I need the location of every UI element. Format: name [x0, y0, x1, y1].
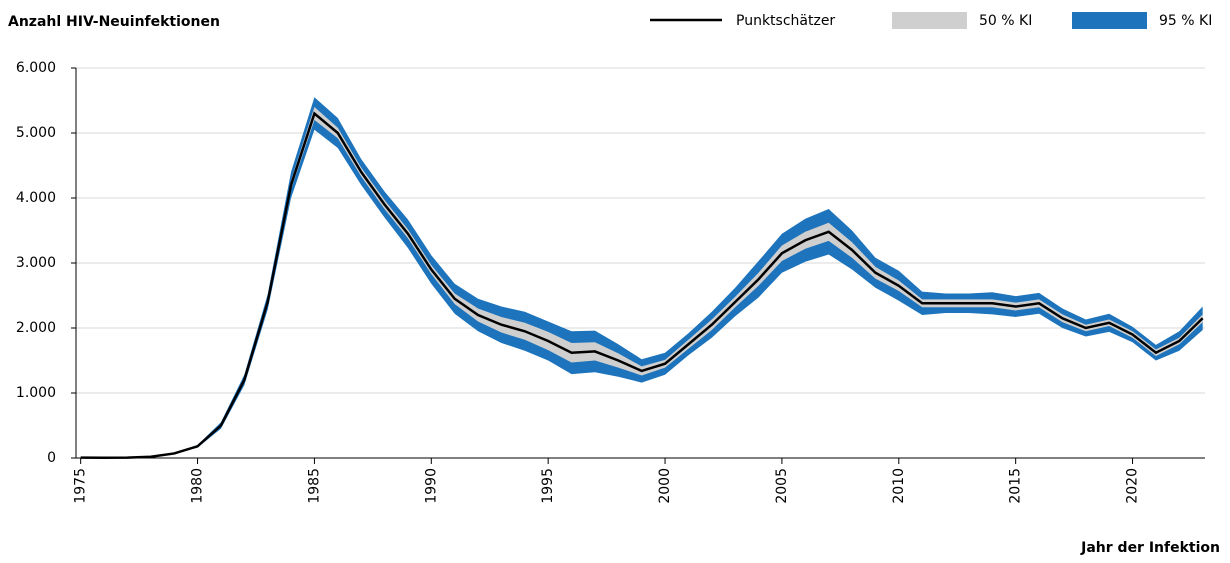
chart-title: Anzahl HIV-Neuinfektionen	[8, 14, 220, 30]
x-tick-label: 1975	[73, 468, 89, 504]
legend-swatch	[1072, 12, 1147, 29]
legend-label: Punktschätzer	[736, 13, 835, 29]
x-tick-label: 1995	[540, 468, 556, 504]
x-tick-label: 2010	[891, 468, 907, 504]
x-tick-label: 2005	[774, 468, 790, 504]
line	[80, 111, 1204, 460]
x-tick-label: 2015	[1008, 468, 1024, 504]
y-tick-label: 4.000	[16, 190, 56, 206]
y-tick-label: 3.000	[16, 255, 56, 271]
y-tick-label: 0	[47, 450, 56, 466]
y-tick-label: 2.000	[16, 320, 56, 336]
y-tick-label: 6.000	[16, 60, 56, 76]
x-tick-label: 1985	[306, 468, 322, 504]
legend-label: 50 % KI	[979, 13, 1032, 29]
x-tick-label: 1980	[190, 468, 206, 504]
legend-label: 95 % KI	[1159, 13, 1212, 29]
confidence-band	[80, 97, 1203, 458]
x-tick-label: 1990	[423, 468, 439, 504]
y-tick-label: 1.000	[16, 385, 56, 401]
legend-swatch	[892, 12, 967, 29]
y-tick-label: 5.000	[16, 125, 56, 141]
x-tick-label: 2000	[657, 468, 673, 504]
confidence-band	[80, 107, 1203, 458]
x-axis-label: Jahr der Infektion	[1080, 540, 1220, 556]
x-tick-label: 2020	[1125, 468, 1141, 504]
